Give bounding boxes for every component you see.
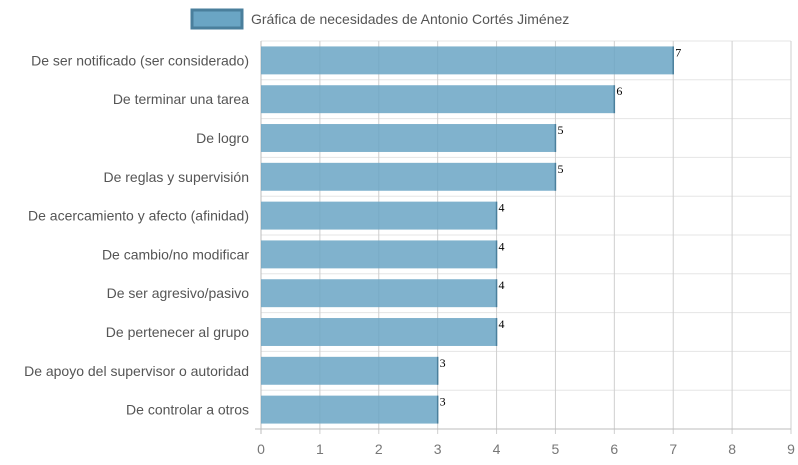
x-tick-label: 8 (728, 441, 736, 457)
bar[interactable] (261, 356, 438, 385)
value-label: 5 (557, 162, 563, 176)
x-axis-ticks: 0 1 2 3 4 5 6 7 8 9 (257, 441, 795, 457)
bar[interactable] (261, 279, 497, 308)
legend-label: Gráfica de necesidades de Antonio Cortés… (251, 11, 569, 27)
value-label: 3 (440, 356, 446, 370)
value-label: 3 (440, 395, 446, 409)
value-label: 4 (499, 317, 505, 331)
x-tick-label: 9 (787, 441, 795, 457)
x-tick-label: 0 (257, 441, 265, 457)
category-label: De controlar a otros (126, 402, 249, 418)
x-tick-label: 3 (434, 441, 442, 457)
legend[interactable]: Gráfica de necesidades de Antonio Cortés… (190, 8, 569, 30)
bars (261, 46, 674, 424)
category-labels: De ser notificado (ser considerado) De te… (24, 52, 249, 417)
bar[interactable] (261, 395, 438, 424)
value-label: 5 (557, 123, 563, 137)
x-tick-label: 7 (669, 441, 677, 457)
category-label: De ser agresivo/pasivo (107, 285, 250, 301)
bar[interactable] (261, 85, 615, 114)
bar[interactable] (261, 201, 497, 230)
x-tick-label: 1 (316, 441, 324, 457)
value-label: 4 (499, 278, 505, 292)
value-label: 4 (499, 239, 505, 253)
category-label: De terminar una tarea (113, 91, 249, 107)
legend-swatch (190, 8, 244, 30)
bar[interactable] (261, 240, 497, 269)
x-tick-label: 2 (375, 441, 383, 457)
category-label: De logro (196, 130, 249, 146)
category-label: De apoyo del supervisor o autoridad (24, 363, 249, 379)
x-tick-label: 6 (610, 441, 618, 457)
bar[interactable] (261, 46, 674, 75)
value-label: 7 (675, 45, 681, 59)
x-tick-label: 4 (493, 441, 501, 457)
bar[interactable] (261, 162, 556, 191)
category-label: De pertenecer al grupo (106, 324, 249, 340)
category-label: De ser notificado (ser considerado) (31, 52, 249, 68)
category-label: De reglas y supervisión (103, 169, 249, 185)
category-label: De acercamiento y afecto (afinidad) (28, 208, 249, 224)
value-label: 6 (616, 84, 622, 98)
value-labels: 7 6 5 5 4 4 4 4 3 3 (440, 45, 682, 408)
value-label: 4 (499, 201, 505, 215)
x-tick-label: 5 (552, 441, 560, 457)
bar[interactable] (261, 124, 556, 152)
bar[interactable] (261, 318, 497, 346)
category-label: De cambio/no modificar (102, 246, 249, 262)
